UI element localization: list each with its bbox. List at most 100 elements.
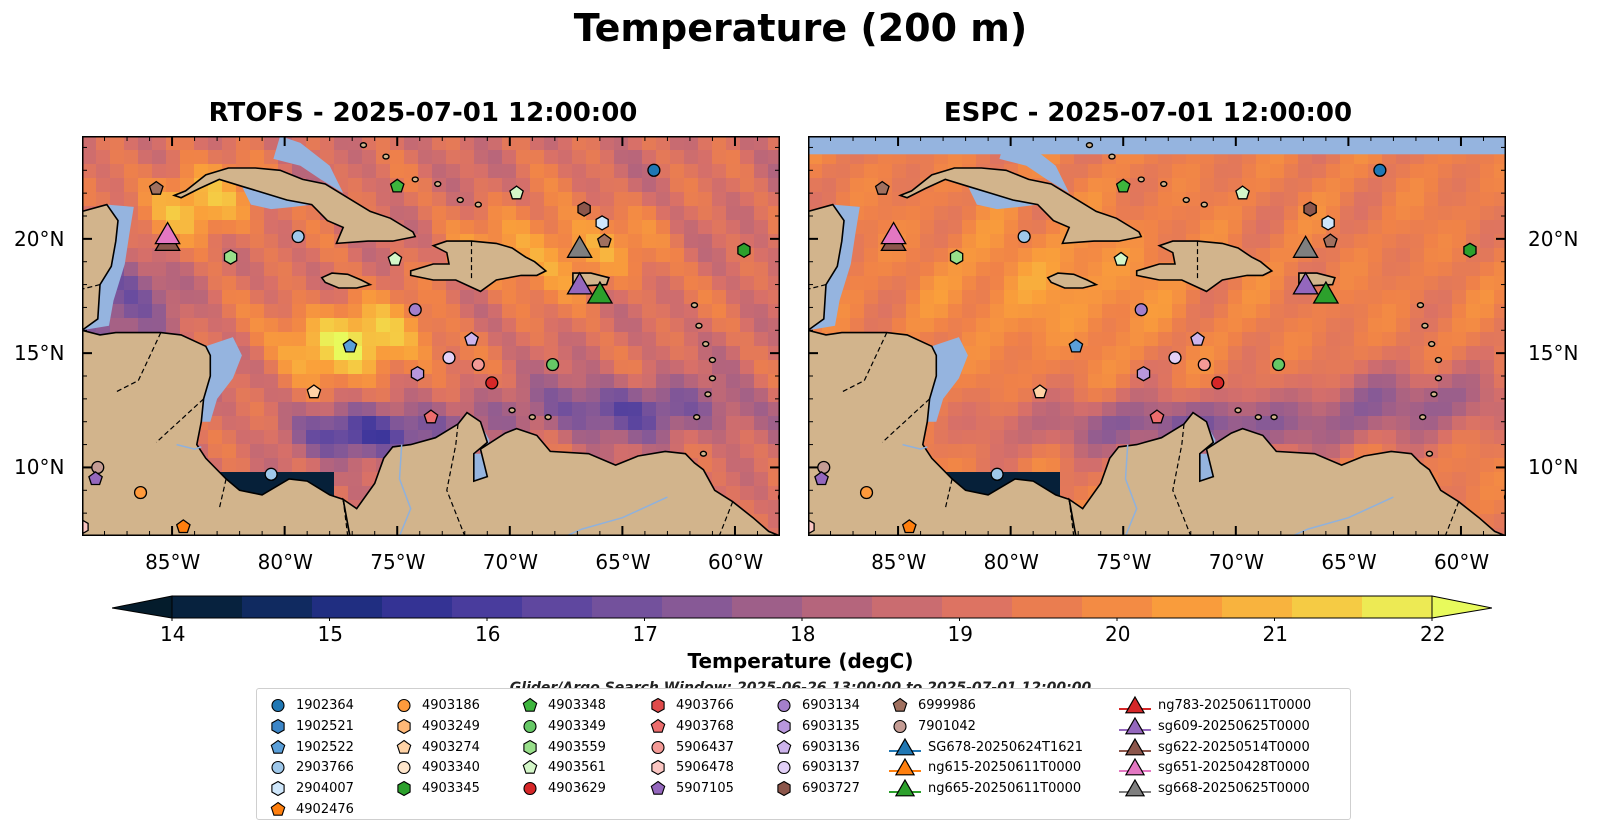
colorbar-tick-label: 17	[632, 622, 658, 646]
legend-swatch	[1119, 758, 1151, 776]
lat-tick-label: 15°N	[1528, 341, 1579, 366]
legend-label: 4903561	[548, 760, 606, 776]
argo-float-4903348	[389, 178, 405, 193]
island	[508, 407, 516, 414]
land-jamaica	[1046, 272, 1099, 289]
colorbar-bin	[1362, 596, 1433, 618]
country-border	[841, 332, 888, 393]
argo-float-2903766	[990, 467, 1004, 481]
island	[690, 302, 699, 309]
legend-label: 1902364	[296, 698, 354, 713]
legend-item: ng665-20250611T0000	[889, 778, 1081, 799]
country-border	[1172, 423, 1192, 536]
colorbar-bin	[1152, 596, 1223, 618]
island	[1430, 391, 1438, 398]
legend-swatch	[397, 781, 411, 797]
island	[528, 414, 537, 421]
glider-ng665-20250611T0000	[1312, 280, 1340, 304]
legend-swatch	[523, 782, 537, 796]
argo-float-1902364	[647, 163, 661, 177]
argo-float-2903766	[264, 467, 278, 481]
map-canvas	[808, 136, 1506, 536]
legend-swatch	[889, 778, 921, 797]
argo-float-4903768	[1149, 409, 1165, 424]
legend-swatch	[271, 761, 285, 775]
argo-float-6999986	[1322, 233, 1338, 248]
argo-float-4903186	[133, 485, 148, 500]
country-border	[218, 478, 227, 509]
island	[695, 322, 703, 329]
colorbar-bin	[592, 596, 663, 618]
argo-float-2903766	[1017, 229, 1031, 244]
island	[708, 356, 717, 364]
argo-float-4903349	[545, 357, 560, 372]
argo-float-2904007	[595, 215, 609, 231]
legend-item: 5906437	[647, 737, 734, 758]
glider-sg668-20250625T0000	[1292, 234, 1319, 258]
rtofs-map	[82, 136, 780, 536]
panel-title-rtofs: RTOFS - 2025-07-01 12:00:00	[208, 98, 638, 128]
glider-sg651-20250428T0000	[154, 221, 181, 245]
legend-swatch	[889, 737, 921, 755]
argo-float-4903629	[1211, 376, 1225, 390]
lon-tick-label: 75°W	[1096, 550, 1152, 574]
colorbar-bin	[662, 596, 733, 618]
argo-float-4903345	[1463, 242, 1477, 259]
shelf-area	[273, 136, 344, 194]
legend-item: 4903348	[519, 695, 606, 716]
legend-item: 1902522	[267, 737, 354, 758]
land-hispaniola	[1135, 240, 1274, 293]
legend-item: 2903766	[267, 757, 354, 778]
legend-label: 2903766	[296, 760, 354, 776]
glider-sg609-20250625T0000	[566, 271, 593, 295]
colorbar-bin	[732, 596, 803, 618]
country-border	[808, 284, 827, 290]
island	[474, 201, 482, 208]
island	[699, 450, 708, 457]
colorbar-tick-label: 16	[475, 622, 501, 646]
river	[176, 443, 202, 450]
lat-tick-label: 15°N	[14, 341, 65, 366]
land-jamaica	[320, 272, 373, 289]
argo-float-1902364	[1373, 163, 1387, 177]
island	[1108, 153, 1116, 160]
colorbar-extend-high	[1431, 595, 1492, 619]
land-cuba	[897, 167, 1143, 245]
legend-item: 6903727	[773, 778, 860, 799]
land-mexico	[808, 136, 845, 332]
legend-label: ng665-20250611T0000	[928, 781, 1082, 797]
lon-tick-label: 80°W	[257, 550, 313, 574]
land-honduras	[808, 329, 1077, 536]
lon-tick-label: 75°W	[370, 550, 426, 574]
legend-item: sg609-20250625T0000	[1119, 716, 1310, 737]
figure-title: Temperature (200 m)	[573, 6, 1028, 50]
argo-float-6999986	[874, 180, 890, 195]
argo-float-6903135	[1136, 365, 1151, 382]
island	[1421, 322, 1429, 329]
legend-swatch	[271, 781, 285, 797]
river	[1124, 444, 1138, 536]
colorbar-bin	[802, 596, 873, 618]
argo-float-4903186	[859, 485, 874, 500]
island	[692, 414, 701, 421]
legend-item: sg668-20250625T0000	[1119, 778, 1310, 799]
legend-label: 4903345	[422, 781, 480, 797]
legend-swatch	[1119, 716, 1151, 735]
river	[398, 444, 412, 536]
legend-swatch	[777, 761, 791, 775]
legend-swatch	[651, 740, 665, 754]
legend-swatch	[777, 781, 791, 797]
island	[1085, 142, 1094, 149]
legend-item: 4903274	[393, 737, 480, 758]
island	[1200, 201, 1208, 208]
argo-float-6903137	[442, 351, 456, 365]
island	[1434, 375, 1443, 382]
argo-float-4903559	[223, 249, 238, 265]
espc-map	[808, 136, 1506, 536]
legend-swatch	[650, 718, 666, 733]
country-border	[446, 423, 466, 536]
country-border	[82, 284, 101, 290]
lon-tick-label: 60°W	[707, 550, 764, 574]
island	[1427, 340, 1436, 348]
legend-label: 4903274	[422, 739, 480, 755]
